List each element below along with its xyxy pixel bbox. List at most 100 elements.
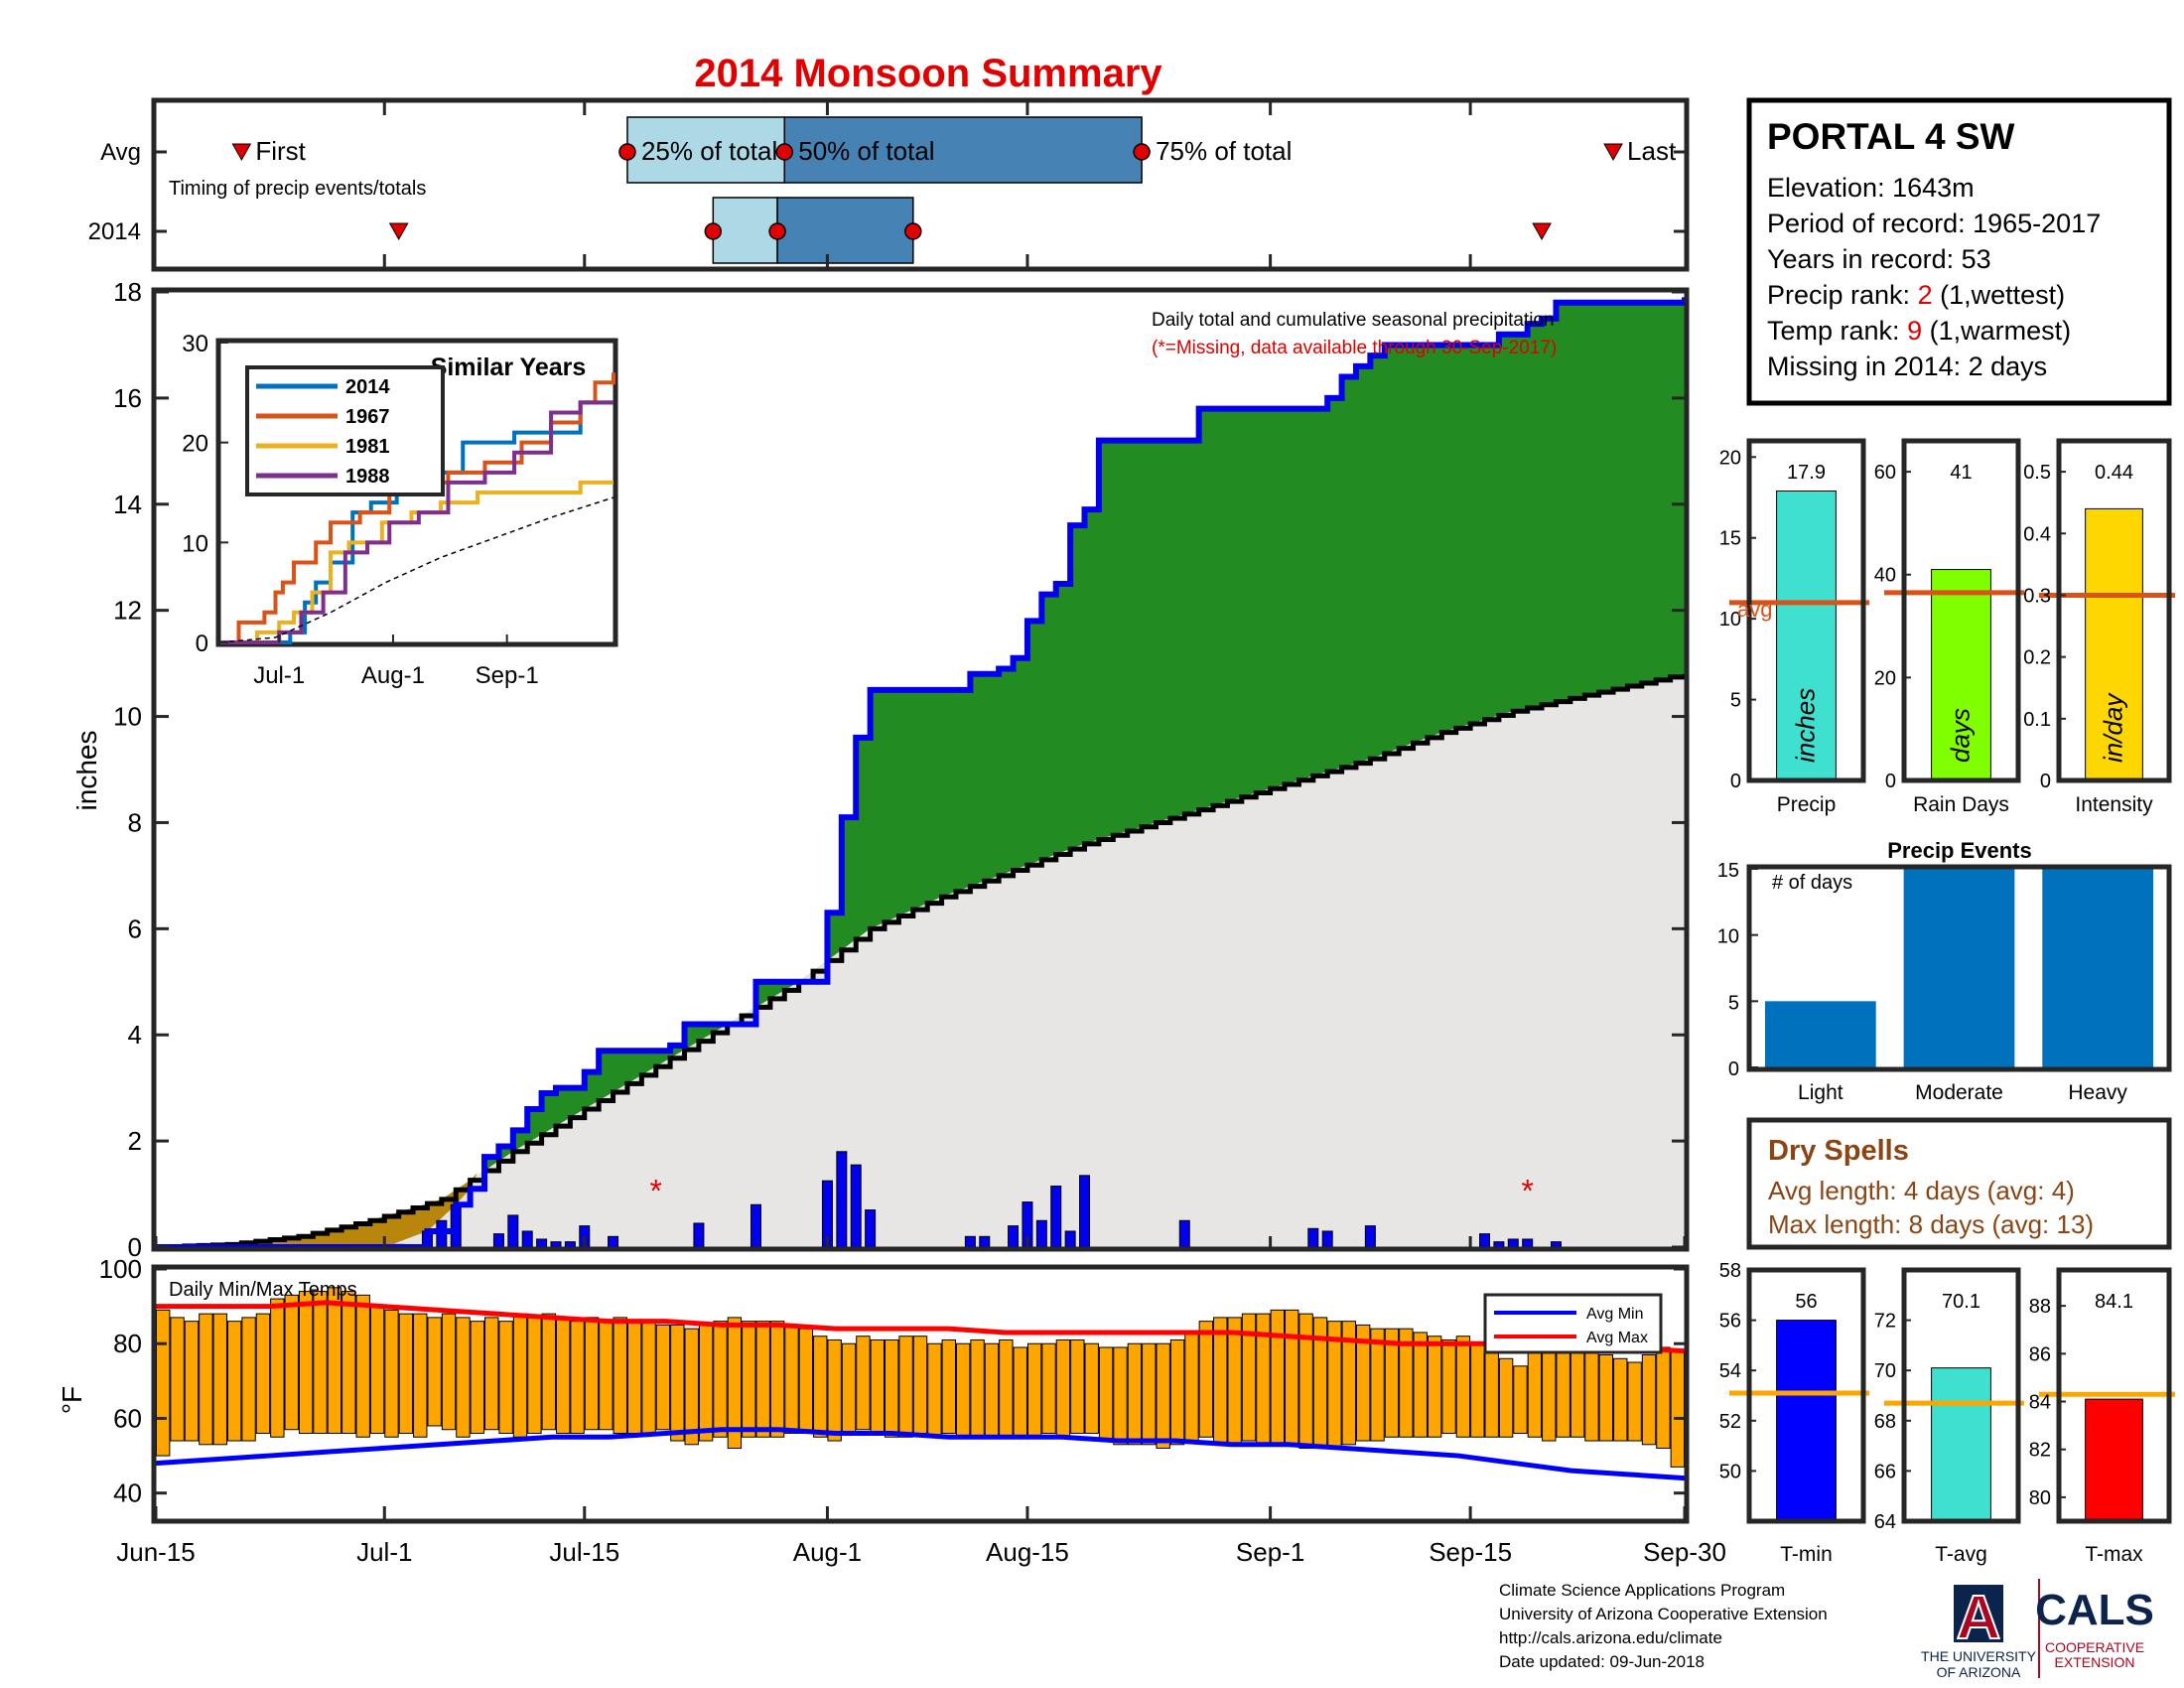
main-ytick-label-8: 16 [113, 383, 142, 413]
temp-range-bar-44 [784, 1324, 799, 1434]
t-max-frame [2056, 1267, 2172, 1524]
main-ytick-label-3: 6 [128, 914, 142, 943]
inset-series-line-2014 [220, 400, 614, 644]
t-max-bar [2085, 1398, 2143, 1522]
temp-range-bar-79 [1285, 1309, 1299, 1446]
temp-range-bar-92 [1470, 1342, 1485, 1438]
avg-max-line [156, 1300, 1686, 1354]
temp-range-bar-33 [626, 1321, 642, 1434]
temp-range-bar-60 [1013, 1346, 1027, 1438]
temp-y-axis: 40 60 80 100 [99, 1254, 1685, 1508]
temp-range-bar-35 [655, 1324, 671, 1431]
temp-range-bar-88 [1413, 1332, 1428, 1438]
legend-avg-min-label: Avg Min [1586, 1306, 1644, 1323]
precip-rank-value: 2 [1918, 280, 1933, 310]
main-ytick-label-6: 12 [113, 596, 142, 626]
station-years: Years in record: 53 [1767, 244, 1991, 274]
t-max-category-label: T-max [2085, 1543, 2143, 1566]
summary-bar-panels: 0 5 10 15 20 17.9 Precip inches avg 0 20 40 60 41 Rain… [1719, 438, 2175, 816]
cals-logo: CALS COOPERATIVE EXTENSION [2035, 1586, 2154, 1670]
dry-spells-title: Dry Spells [1768, 1135, 1909, 1167]
temp-range-bar-6 [241, 1317, 256, 1442]
summary-ytick-label-2: 40 [1874, 565, 1896, 587]
temp-range-bar-100 [1584, 1350, 1599, 1442]
cals-logo-line1: COOPERATIVE [2045, 1639, 2144, 1655]
temp-range-bar-17 [398, 1313, 414, 1434]
temp-range-bar-90 [1441, 1338, 1456, 1434]
avg-min-line [155, 1427, 1686, 1481]
temp-range-bar-14 [355, 1294, 370, 1438]
temp-range-bar-34 [641, 1321, 656, 1434]
temp-range-bar-26 [527, 1317, 542, 1434]
avg-first-marker [231, 143, 252, 162]
station-temp-rank: Temp rank: 9 (1,warmest) [1767, 316, 2071, 346]
cals-logo-text: CALS [2035, 1586, 2154, 1634]
daily-precip-bar-16 [850, 1164, 862, 1248]
temp-range-bar-52 [898, 1336, 913, 1438]
inset-series-line-1981 [220, 480, 614, 644]
precip-events-plot: Light Moderate Heavy 0 5 10 15 [1717, 860, 2154, 1104]
main-precip-chart: 0 2 4 6 8 10 12 14 16 18 inches Daily total and c… [71, 277, 1690, 1262]
temp-range-bar-10 [298, 1291, 314, 1434]
temp-range-bar-48 [841, 1342, 857, 1434]
summary-ytick-label-1: 82 [2029, 1440, 2051, 1462]
inset-ytick-label-1: 10 [182, 530, 208, 557]
date-xtick-label-6: Sep-15 [1429, 1537, 1512, 1567]
date-xtick-label-3: Aug-1 [793, 1537, 862, 1567]
inset-series-line-1967 [220, 372, 615, 644]
summary-panel-t-min: 50 52 54 56 58 56 T-min [1719, 1260, 1869, 1566]
similar-years-inset: 0 10 20 30 Jul-1 Aug-1 Sep-1 Similar Years 201… [182, 331, 618, 689]
inset-legend: 2014 1967 1981 1988 [256, 376, 390, 488]
temp-range-bar-15 [369, 1306, 385, 1434]
summary-ytick-label-3: 60 [1874, 462, 1896, 484]
ua-logo-letter: A [1957, 1584, 2001, 1652]
intensity-value-label: 0.44 [2095, 462, 2133, 484]
temp-legend: Avg Min Avg Max [1483, 1293, 1663, 1354]
temp-range-bar-67 [1113, 1346, 1128, 1446]
y2014-first-marker [388, 222, 409, 241]
avg-p25-marker [618, 143, 636, 161]
temp-rank-suffix: (1,warmest) [1922, 316, 2071, 346]
precip-events-category-heavy: Heavy [2068, 1081, 2127, 1104]
daily-precip-bar-24 [1064, 1230, 1076, 1248]
pct25-label: 25% of total [641, 136, 777, 166]
temp-range-bar-12 [327, 1287, 342, 1434]
temp-range-bar-55 [941, 1338, 956, 1434]
temp-range-bar-37 [684, 1328, 699, 1446]
temp-ytick-label-0: 40 [113, 1478, 142, 1508]
footer: Climate Science Applications Program Uni… [1499, 1579, 1828, 1674]
main-ylabel: inches [71, 731, 102, 811]
rain-days-unit-label: days [1946, 708, 1976, 763]
temp-range-bar-39 [713, 1321, 728, 1438]
summary-ytick-label-2: 68 [1874, 1411, 1896, 1433]
date-x-axis: Jun-15 Jul-1 Jul-15 Aug-1 Aug-15 Sep-1 Sep-15 S… [116, 1236, 1726, 1567]
inset-series-line-1988 [220, 400, 614, 644]
temp-chart-frame [151, 1264, 1690, 1524]
summary-ytick-label-0: 0 [1730, 771, 1741, 792]
precip-events-ytick-label-0: 0 [1728, 1058, 1739, 1080]
first-label: First [255, 136, 306, 166]
daily-precip-bar-11 [608, 1235, 619, 1248]
summary-ytick-label-2: 0.2 [2023, 647, 2051, 669]
t-avg-bar [1931, 1367, 1991, 1522]
temp-range-bar-65 [1084, 1342, 1099, 1434]
date-xtick-label-1: Jul-1 [356, 1537, 412, 1567]
temp-range-bar-51 [885, 1338, 899, 1438]
daily-precip-bar-32 [1507, 1238, 1519, 1248]
summary-ytick-label-4: 88 [2029, 1296, 2051, 1318]
temp-range-bar-54 [927, 1342, 942, 1438]
temp-range-bar-16 [384, 1309, 399, 1438]
rain-days-bar [1931, 569, 1991, 781]
summary-ytick-label-0: 0 [1885, 771, 1896, 792]
page-title: 2014 Monsoon Summary [694, 52, 1162, 95]
summary-ytick-label-3: 15 [1719, 528, 1741, 550]
temp-range-bar-61 [1026, 1342, 1042, 1438]
temp-range-bar-72 [1184, 1332, 1199, 1442]
summary-ytick-label-5: 0.5 [2023, 462, 2051, 484]
temp-ylabel: °F [57, 1386, 87, 1414]
daily-precip-bar-31 [1493, 1241, 1505, 1248]
temp-range-bar-31 [599, 1321, 614, 1431]
precip-bar [1776, 490, 1837, 781]
temp-range-bar-50 [870, 1338, 886, 1434]
precip-events-ytick-label-2: 10 [1717, 926, 1739, 948]
